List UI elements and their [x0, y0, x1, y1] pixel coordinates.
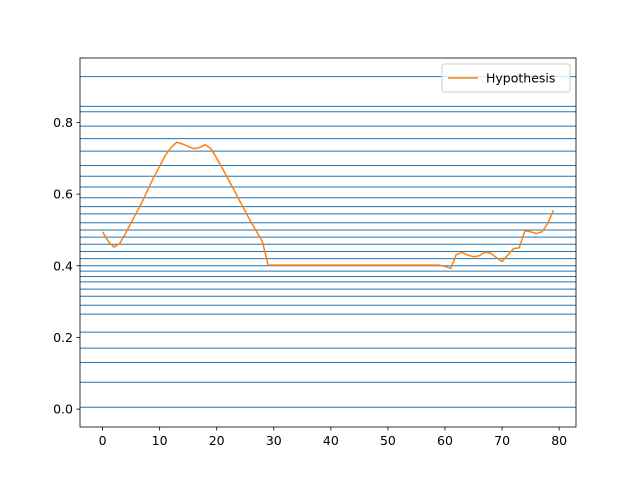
x-tick-label: 80	[551, 433, 567, 448]
x-tick-label: 60	[437, 433, 453, 448]
x-tick-label: 30	[266, 433, 282, 448]
horizontal-lines	[80, 76, 576, 408]
x-tick-label: 0	[99, 433, 107, 448]
legend-box	[441, 63, 571, 93]
x-tick-label: 10	[152, 433, 168, 448]
x-tick-label: 70	[494, 433, 510, 448]
x-tick-label: 40	[323, 433, 339, 448]
y-axis-ticks: 0.0 0.2 0.4 0.6 0.8	[53, 115, 80, 417]
series-line-hypothesis	[101, 141, 555, 270]
legend-label-hypothesis: Hypothesis	[486, 71, 555, 86]
y-tick-label: 0.8	[53, 115, 73, 130]
x-tick-label: 50	[380, 433, 396, 448]
axes-frame	[79, 57, 577, 428]
legend: Hypothesis	[441, 63, 571, 93]
y-tick-label: 0.2	[53, 330, 73, 345]
y-tick-label: 0.4	[53, 258, 73, 273]
y-tick-label: 0.6	[53, 187, 73, 202]
x-axis-ticks: 0 10 20 30 40 50 60 70 80	[99, 427, 567, 448]
y-tick-label: 0.0	[53, 402, 73, 417]
x-tick-label: 20	[209, 433, 225, 448]
series-layer	[101, 141, 555, 270]
